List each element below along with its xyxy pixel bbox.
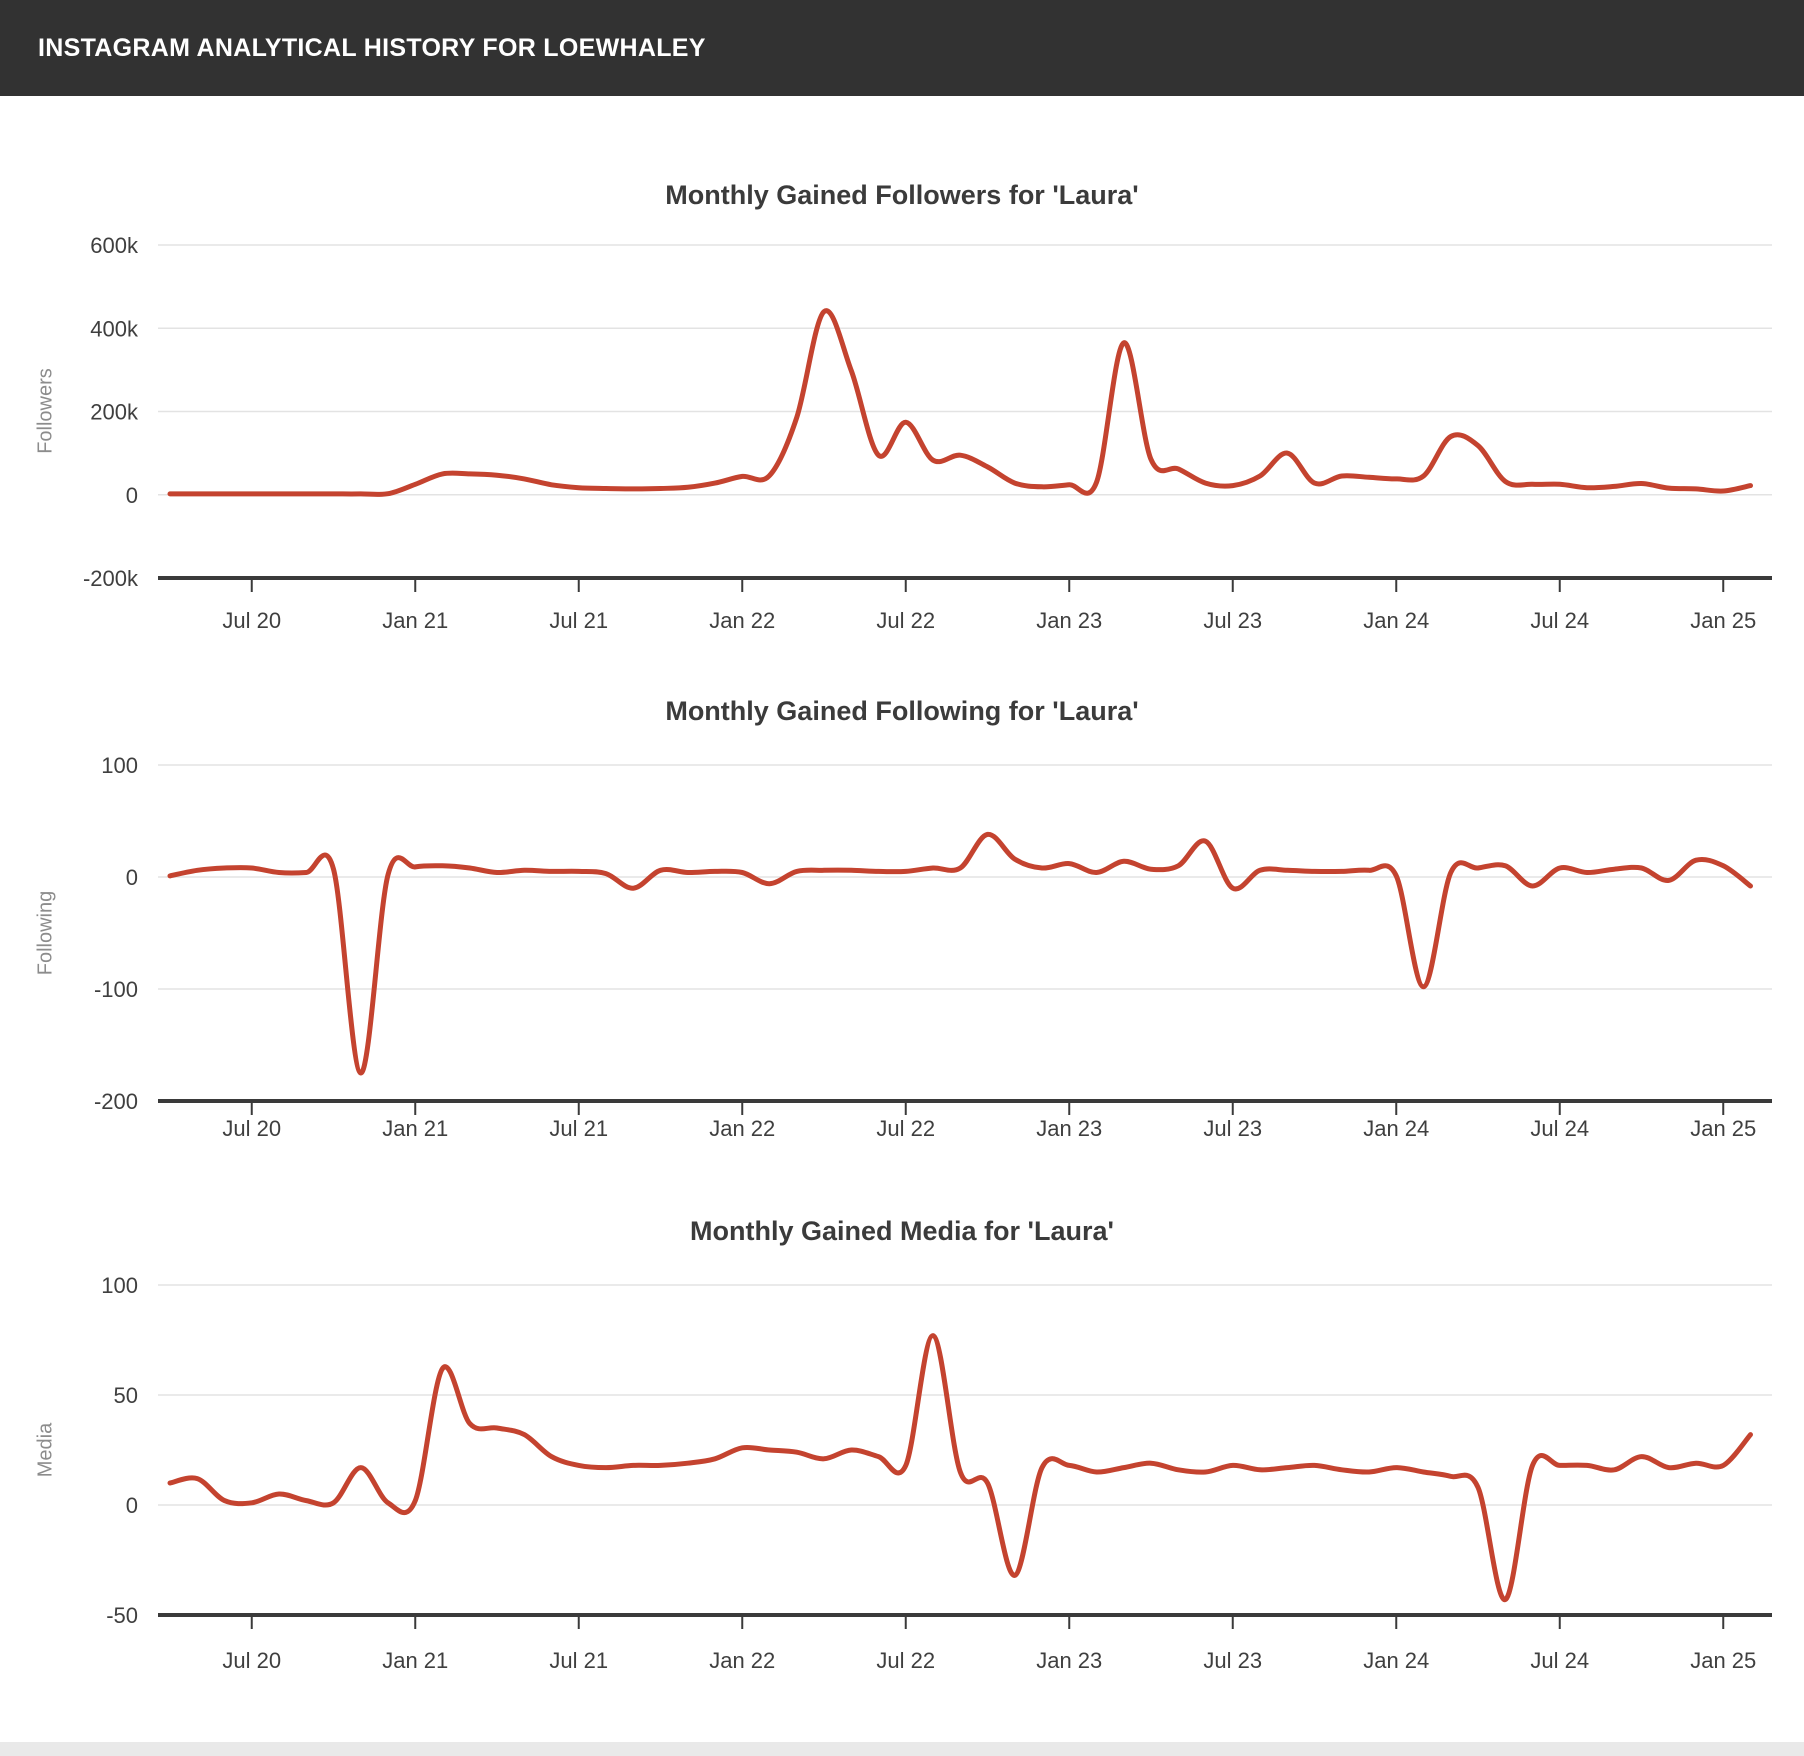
x-tick-label: Jul 24 (1530, 1116, 1589, 1141)
x-tick-label: Jan 25 (1690, 1116, 1756, 1141)
y-tick-label: 50 (114, 1383, 138, 1408)
header-title: INSTAGRAM ANALYTICAL HISTORY FOR LOEWHAL… (38, 34, 706, 62)
x-tick-label: Jan 21 (382, 1648, 448, 1673)
x-tick-label: Jul 24 (1530, 1648, 1589, 1673)
x-tick-label: Jul 22 (876, 1648, 935, 1673)
chart-title-following: Monthly Gained Following for 'Laura' (665, 696, 1139, 726)
y-tick-label: -50 (106, 1603, 138, 1628)
x-tick-label: Jan 24 (1363, 1648, 1429, 1673)
y-tick-label: -100 (94, 977, 138, 1002)
media-axis-label: Media (34, 1422, 57, 1478)
y-tick-label: 0 (126, 865, 138, 890)
x-tick-label: Jul 22 (876, 608, 935, 633)
x-tick-label: Jul 23 (1203, 608, 1262, 633)
y-tick-label: 0 (126, 1493, 138, 1518)
x-tick-label: Jan 24 (1363, 1116, 1429, 1141)
x-tick-label: Jul 23 (1203, 1648, 1262, 1673)
y-tick-label: 400k (90, 316, 139, 341)
y-tick-label: 100 (101, 1273, 138, 1298)
x-tick-label: Jan 22 (709, 1648, 775, 1673)
x-tick-label: Jul 22 (876, 1116, 935, 1141)
horizontal-scrollbar-track[interactable] (0, 1742, 1804, 1756)
y-tick-label: -200k (83, 566, 139, 591)
series-line-0[interactable] (167, 308, 1753, 497)
series-line-2[interactable] (167, 1333, 1753, 1603)
x-tick-label: Jan 23 (1036, 608, 1102, 633)
x-tick-label: Jul 20 (222, 1116, 281, 1141)
y-tick-label: 0 (126, 483, 138, 508)
y-tick-label: 200k (90, 400, 139, 425)
x-tick-label: Jan 25 (1690, 1648, 1756, 1673)
followers-axis-label: Followers (34, 368, 57, 454)
x-tick-label: Jan 22 (709, 608, 775, 633)
x-tick-label: Jul 21 (549, 1648, 608, 1673)
y-tick-label: 100 (101, 753, 138, 778)
header-bar: INSTAGRAM ANALYTICAL HISTORY FOR LOEWHAL… (0, 0, 1804, 96)
x-tick-label: Jul 21 (549, 1116, 608, 1141)
x-tick-label: Jan 21 (382, 608, 448, 633)
x-tick-label: Jan 22 (709, 1116, 775, 1141)
x-tick-label: Jan 21 (382, 1116, 448, 1141)
x-tick-label: Jul 24 (1530, 608, 1589, 633)
x-tick-label: Jul 20 (222, 1648, 281, 1673)
chart-title-media: Monthly Gained Media for 'Laura' (690, 1216, 1114, 1246)
chart-title-followers: Monthly Gained Followers for 'Laura' (665, 180, 1139, 210)
following-axis-label: Following (34, 890, 57, 976)
y-tick-label: 600k (90, 233, 139, 258)
series-line-1[interactable] (167, 831, 1753, 1076)
x-tick-label: Jul 21 (549, 608, 608, 633)
x-tick-label: Jan 23 (1036, 1648, 1102, 1673)
x-tick-label: Jan 25 (1690, 608, 1756, 633)
x-tick-label: Jan 24 (1363, 608, 1429, 633)
x-tick-label: Jan 23 (1036, 1116, 1102, 1141)
x-tick-label: Jul 23 (1203, 1116, 1262, 1141)
y-tick-label: -200 (94, 1089, 138, 1114)
x-tick-label: Jul 20 (222, 608, 281, 633)
